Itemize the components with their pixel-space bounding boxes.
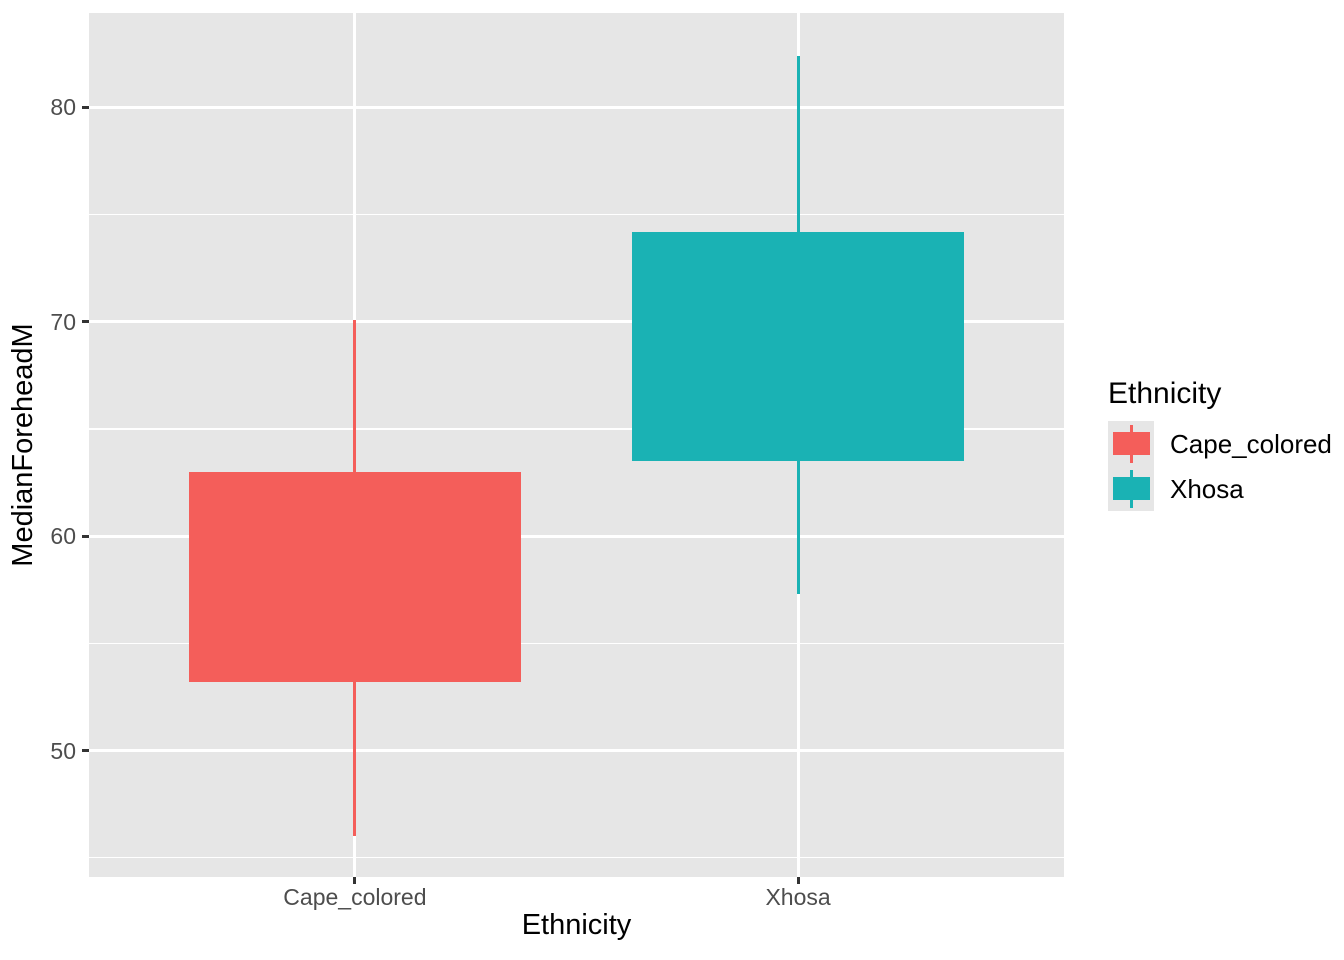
- gridline-major-y-80: [89, 105, 1064, 109]
- legend-key-Xhosa: [1108, 466, 1154, 511]
- x-tick-Cape_colored: [353, 877, 357, 884]
- y-tick-label-80: 80: [50, 94, 76, 121]
- legend-key-box-icon: [1112, 432, 1150, 455]
- legend-entry-label: Cape_colored: [1170, 428, 1332, 459]
- plot-panel: [89, 13, 1064, 877]
- y-tick-label-70: 70: [50, 308, 76, 335]
- legend-items: Cape_colored Xhosa: [1108, 421, 1332, 511]
- legend-entry-label: Xhosa: [1170, 473, 1244, 504]
- box-Cape_colored: [188, 471, 522, 682]
- legend-title: Ethnicity: [1108, 377, 1222, 410]
- y-tick-label-60: 60: [50, 523, 76, 550]
- legend: Ethnicity Cape_colored Xhosa: [1108, 376, 1332, 511]
- y-tick-70: [82, 320, 89, 324]
- legend-entry-Xhosa: Xhosa: [1108, 466, 1332, 511]
- y-tick-label-50: 50: [50, 737, 76, 764]
- legend-key-Cape_colored: [1108, 421, 1154, 466]
- gridline-minor-y-75: [89, 213, 1064, 216]
- gridline-major-y-50: [89, 749, 1064, 752]
- gridline-major-y-60: [89, 534, 1064, 538]
- gridline-minor-y-45: [89, 856, 1064, 859]
- x-tick-Xhosa: [796, 877, 800, 884]
- x-tick-label-Xhosa: Xhosa: [765, 884, 831, 910]
- gridline-major-y-70: [89, 320, 1064, 324]
- gridline-minor-y-65: [89, 428, 1064, 430]
- box-Xhosa: [631, 231, 965, 462]
- legend-entry-Cape_colored: Cape_colored: [1108, 421, 1332, 466]
- y-tick-80: [82, 105, 89, 109]
- legend-key-box-icon: [1112, 477, 1150, 500]
- y-tick-50: [82, 749, 89, 752]
- y-tick-60: [82, 534, 89, 538]
- gridline-minor-y-55: [89, 642, 1064, 645]
- x-tick-label-Cape_colored: Cape_colored: [283, 884, 427, 910]
- x-axis-title: Ethnicity: [521, 909, 632, 941]
